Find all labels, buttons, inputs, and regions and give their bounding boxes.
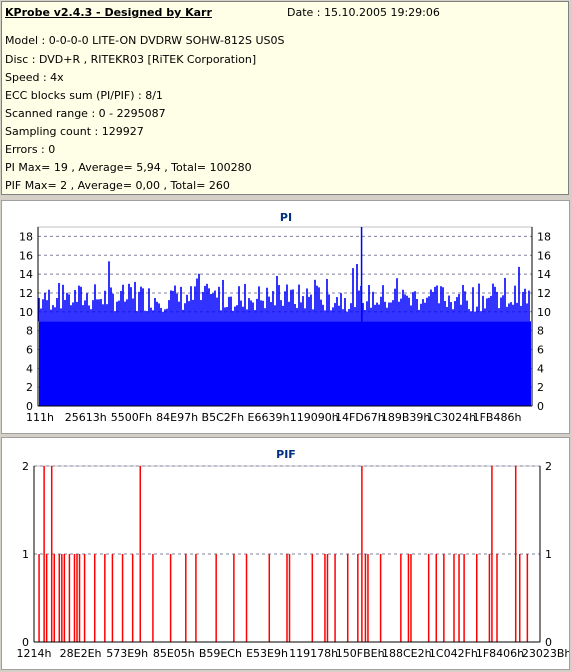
pi-bar-fill (39, 321, 531, 406)
pif-xtick-label: 28E2Eh (60, 647, 102, 660)
pi-xtick-label: 111h (26, 411, 54, 424)
info-sampling-count: Sampling count : 129927 (5, 125, 144, 138)
pi-chart: PI 0 0 2 2 4 4 6 6 8 8 10 10 12 12 14 14 16 16 18 18 111h 256… (19, 211, 551, 424)
pif-xtick-label: 85E05h (153, 647, 195, 660)
pif-ytick-label-right: 1 (545, 548, 552, 561)
pi-ytick-label-left: 18 (19, 230, 33, 243)
pif-xtick-label: E53E9h (246, 647, 288, 660)
pi-xtick-label: B5C2Fh (202, 411, 245, 424)
pi-chart-title: PI (280, 211, 292, 224)
pi-axes: 0 0 2 2 4 4 6 6 8 8 10 10 12 12 14 14 16 16 18 18 111h 25613h… (19, 227, 551, 424)
pif-ytick-label-left: 0 (22, 636, 29, 649)
info-pi-stats: PI Max= 19 , Average= 5,94 , Total= 1002… (5, 161, 252, 174)
pi-ytick-label-left: 2 (26, 381, 33, 394)
pi-xtick-label: 5500Fh (111, 411, 152, 424)
pi-ytick-label-right: 14 (537, 268, 551, 281)
pif-xtick-label: 119178h (289, 647, 338, 660)
pi-ytick-label-left: 10 (19, 306, 33, 319)
pi-xtick-label: 119090h (290, 411, 339, 424)
pif-xtick-label: 1F8406h (476, 647, 524, 660)
pi-ytick-label-right: 16 (537, 249, 551, 262)
pi-ytick-label-right: 4 (537, 362, 544, 375)
pif-bars (38, 466, 529, 642)
pi-ytick-label-left: 0 (26, 400, 33, 413)
info-model: Model : 0-0-0-0 LITE-ON DVDRW SOHW-812S … (5, 34, 285, 47)
pi-ytick-label-right: 2 (537, 381, 544, 394)
pi-ytick-label-right: 6 (537, 343, 544, 356)
info-panel: KProbe v2.4.3 - Designed by Karr Date : … (1, 1, 569, 195)
pif-xtick-label: 1C042Fh (429, 647, 478, 660)
pif-xtick-label: 150FBEh (336, 647, 385, 660)
pi-xtick-label: 14FD67h (335, 411, 385, 424)
pif-xtick-label: 573E9h (106, 647, 148, 660)
info-pif-stats: PIF Max= 2 , Average= 0,00 , Total= 260 (5, 179, 230, 192)
pi-ytick-label-left: 4 (26, 362, 33, 375)
pi-ytick-label-right: 10 (537, 306, 551, 319)
pi-xtick-label: 25613h (65, 411, 107, 424)
pif-xtick-label: 188CE2h (382, 647, 432, 660)
pif-chart-panel: PIF 0 0 1 1 2 2 1214h 28E2Eh 573E9h 85E05h B59ECh E… (1, 437, 572, 670)
pif-ytick-label-left: 2 (22, 460, 29, 473)
pi-ytick-label-right: 0 (537, 400, 544, 413)
pif-ytick-label-right: 0 (545, 636, 552, 649)
info-ecc-sum: ECC blocks sum (PI/PIF) : 8/1 (5, 89, 163, 102)
pi-xtick-label: 1C3024h (426, 411, 476, 424)
pi-ytick-label-right: 8 (537, 325, 544, 338)
pif-ytick-label-right: 2 (545, 460, 552, 473)
app-title: KProbe v2.4.3 - Designed by Karr (5, 6, 212, 19)
info-scanned-range: Scanned range : 0 - 2295087 (5, 107, 166, 120)
pi-chart-panel: PI 0 0 2 2 4 4 6 6 8 8 10 10 12 12 14 14 16 16 18 18 111h 256… (1, 200, 570, 434)
pi-ytick-label-left: 6 (26, 343, 33, 356)
pif-chart-title: PIF (276, 448, 296, 461)
pi-bars (38, 227, 531, 406)
info-errors: Errors : 0 (5, 143, 56, 156)
info-speed: Speed : 4x (5, 71, 64, 84)
pi-xtick-label: E6639h (248, 411, 290, 424)
pi-ytick-label-left: 12 (19, 287, 33, 300)
pi-ytick-label-left: 16 (19, 249, 33, 262)
info-disc: Disc : DVD+R , RITEKR03 [RiTEK Corporati… (5, 53, 257, 66)
pi-xtick-label: 84E97h (156, 411, 198, 424)
pif-axes: 0 0 1 1 2 2 1214h 28E2Eh 573E9h 85E05h B59ECh E53E9… (17, 460, 572, 660)
pif-xtick-label: 23023Bh (522, 647, 569, 660)
pi-xtick-label: 1FB486h (473, 411, 522, 424)
pif-xtick-label: B59ECh (199, 647, 242, 660)
pi-xtick-label: 189B39h (381, 411, 431, 424)
scan-date: Date : 15.10.2005 19:29:06 (287, 6, 440, 19)
pif-ytick-label-left: 1 (22, 548, 29, 561)
pif-xtick-label: 1214h (17, 647, 52, 660)
pi-ytick-label-left: 8 (26, 325, 33, 338)
pi-ytick-label-right: 18 (537, 230, 551, 243)
pi-ytick-label-right: 12 (537, 287, 551, 300)
pif-chart: PIF 0 0 1 1 2 2 1214h 28E2Eh 573E9h 85E05h B59ECh E… (17, 448, 572, 660)
pi-ytick-label-left: 14 (19, 268, 33, 281)
